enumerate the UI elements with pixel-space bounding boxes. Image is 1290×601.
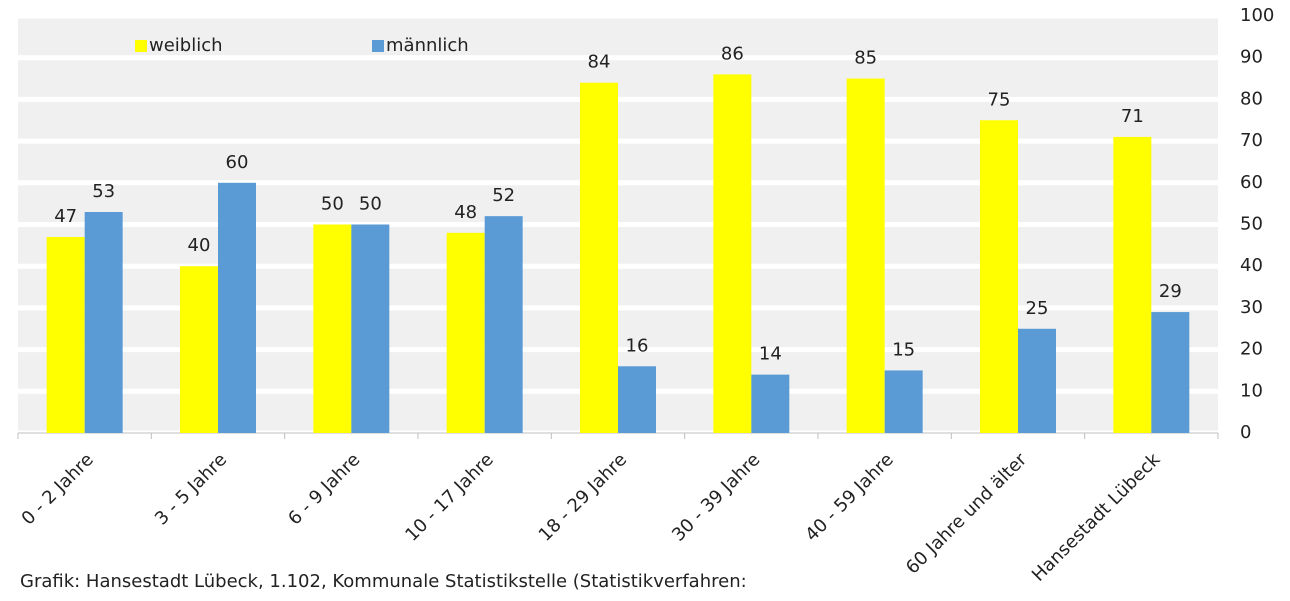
legend-swatch: [372, 40, 384, 52]
bar: [1151, 312, 1190, 433]
y-tick-label: 10: [1240, 380, 1263, 401]
bar: [580, 82, 618, 433]
y-tick-label: 0: [1240, 422, 1251, 443]
y-tick-label: 40: [1240, 255, 1263, 276]
value-label: 84: [588, 52, 611, 73]
bar: [484, 216, 523, 433]
value-label: 29: [1159, 281, 1182, 302]
value-label: 14: [759, 344, 782, 365]
x-tick-label: 18 - 29 Jahre: [535, 449, 631, 545]
value-label: 47: [54, 206, 77, 227]
bar: [180, 266, 218, 433]
bar: [313, 224, 352, 433]
y-tick-label: 80: [1240, 88, 1263, 109]
value-label: 60: [226, 152, 249, 173]
y-tick-label: 70: [1240, 130, 1263, 151]
y-tick-label: 90: [1240, 47, 1263, 68]
value-label: 16: [626, 335, 649, 356]
x-tick-label: 60 Jahre und älter: [902, 449, 1032, 579]
y-tick-label: 30: [1240, 297, 1263, 318]
legend-label: männlich: [386, 35, 469, 56]
x-tick-label: 40 - 59 Jahre: [801, 449, 897, 545]
value-label: 50: [359, 194, 382, 215]
x-tick-label: 6 - 9 Jahre: [284, 449, 364, 529]
bar: [1113, 136, 1152, 433]
value-label: 25: [1026, 298, 1049, 319]
x-tick-label: 30 - 39 Jahre: [668, 449, 764, 545]
legend-swatch: [135, 40, 147, 52]
value-label: 15: [892, 339, 915, 360]
value-label: 52: [492, 185, 515, 206]
value-label: 86: [721, 43, 744, 64]
source-note: Grafik: Hansestadt Lübeck, 1.102, Kommun…: [20, 571, 747, 592]
x-tick-label: 0 - 2 Jahre: [18, 449, 98, 529]
legend-label: weiblich: [149, 35, 223, 56]
bar: [46, 237, 85, 433]
y-tick-label: 20: [1240, 339, 1263, 360]
y-tick-label: 50: [1240, 214, 1263, 235]
value-label: 40: [188, 235, 211, 256]
bar: [713, 74, 752, 433]
bar: [846, 78, 885, 434]
bar: [84, 211, 123, 433]
bar: [618, 366, 656, 433]
value-label: 75: [988, 89, 1011, 110]
bar: [1018, 328, 1056, 433]
bar: [446, 232, 485, 433]
value-label: 85: [854, 48, 877, 69]
x-tick-label: Hansestadt Lübeck: [1028, 449, 1165, 586]
bar: [218, 182, 256, 433]
x-tick-label: 3 - 5 Jahre: [151, 449, 231, 529]
value-label: 53: [92, 181, 115, 202]
bar: [884, 370, 923, 433]
value-label: 50: [321, 194, 344, 215]
x-tick-label: 10 - 17 Jahre: [401, 449, 497, 545]
bar: [980, 120, 1018, 433]
bar: [751, 374, 790, 433]
value-label: 48: [454, 202, 477, 223]
y-tick-label: 60: [1240, 172, 1263, 193]
y-tick-label: 100: [1240, 5, 1274, 26]
value-label: 71: [1121, 106, 1144, 127]
bar: [351, 224, 390, 433]
